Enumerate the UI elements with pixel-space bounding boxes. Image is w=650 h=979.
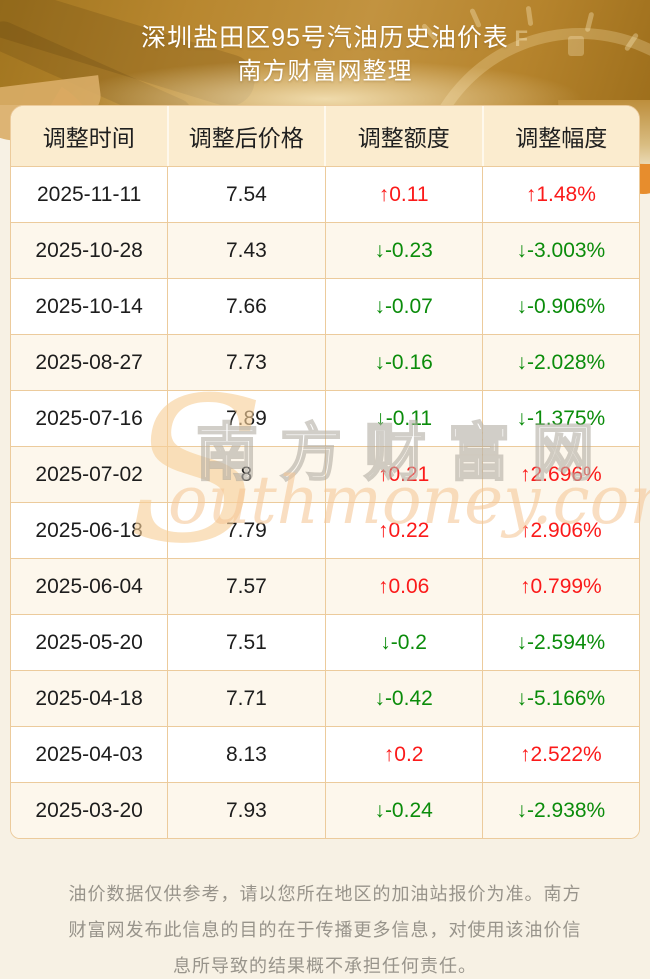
table-row: 2025-10-28 7.43 ↓-0.23 ↓-3.003% <box>11 222 639 278</box>
cell-date: 2025-08-27 <box>35 350 143 374</box>
cell-pct: ↑0.799% <box>481 559 639 614</box>
cell-change: ↓-0.16 <box>324 335 482 390</box>
column-header-change: 调整额度 <box>324 106 482 166</box>
cell-date: 2025-03-20 <box>35 798 143 822</box>
disclaimer-text: 油价数据仅供参考，请以您所在地区的加油站报价为准。南方财富网发布此信息的目的在于… <box>68 884 582 976</box>
cell-pct: ↑1.48% <box>481 167 639 222</box>
banner-glow-decoration <box>65 59 585 105</box>
cell-change: ↑0.22 <box>324 503 482 558</box>
price-table: 调整时间 调整后价格 调整额度 调整幅度 2025-11-11 7.54 ↑0.11… <box>10 105 640 839</box>
cell-change: ↓-0.42 <box>324 671 482 726</box>
cell-date: 2025-06-04 <box>35 574 143 598</box>
cell-price: 7.89 <box>167 391 324 446</box>
cell-date: 2025-10-28 <box>35 238 143 262</box>
cell-pct: ↓-5.166% <box>481 671 639 726</box>
cell-price: 7.71 <box>167 671 324 726</box>
gauge-full-label: F <box>514 26 528 51</box>
table-row: 2025-06-04 7.57 ↑0.06 ↑0.799% <box>11 558 639 614</box>
cell-pct: ↓-2.938% <box>481 783 639 838</box>
cell-price: 7.51 <box>167 615 324 670</box>
table-row: 2025-10-14 7.66 ↓-0.07 ↓-0.906% <box>11 278 639 334</box>
cell-date: 2025-10-14 <box>35 294 143 318</box>
cell-change: ↑0.11 <box>324 167 482 222</box>
cell-change: ↓-0.24 <box>324 783 482 838</box>
cell-price: 7.57 <box>167 559 324 614</box>
cell-change: ↓-0.11 <box>324 391 482 446</box>
table-row: 2025-04-18 7.71 ↓-0.42 ↓-5.166% <box>11 670 639 726</box>
cell-pct: ↓-0.906% <box>481 279 639 334</box>
page-subtitle: 南方财富网整理 <box>237 58 413 85</box>
cell-price: 7.73 <box>167 335 324 390</box>
cell-change: ↑0.21 <box>324 447 482 502</box>
cell-price: 7.93 <box>167 783 324 838</box>
table-row: 2025-05-20 7.51 ↓-0.2 ↓-2.594% <box>11 614 639 670</box>
table-row: 2025-07-16 7.89 ↓-0.11 ↓-1.375% <box>11 390 639 446</box>
cell-pct: ↑2.906% <box>481 503 639 558</box>
cell-price: 7.43 <box>167 223 324 278</box>
table-row: 2025-07-02 8 ↑0.21 ↑2.696% <box>11 446 639 502</box>
cell-change: ↑0.2 <box>324 727 482 782</box>
cell-change: ↑0.06 <box>324 559 482 614</box>
cell-pct: ↑2.696% <box>481 447 639 502</box>
cell-pct: ↓-2.594% <box>481 615 639 670</box>
column-header-pct: 调整幅度 <box>481 106 640 166</box>
cell-date: 2025-07-16 <box>35 406 143 430</box>
cell-date: 2025-05-20 <box>35 630 143 654</box>
cell-date: 2025-11-11 <box>36 182 142 206</box>
cell-date: 2025-04-03 <box>35 742 143 766</box>
table-header-row: 调整时间 调整后价格 调整额度 调整幅度 <box>11 106 639 166</box>
cell-change: ↓-0.2 <box>324 615 482 670</box>
fuel-pump-icon <box>568 36 584 56</box>
cell-change: ↓-0.07 <box>324 279 482 334</box>
cell-price: 7.79 <box>167 503 324 558</box>
cell-pct: ↓-2.028% <box>481 335 639 390</box>
column-header-price: 调整后价格 <box>166 106 325 166</box>
cell-change: ↓-0.23 <box>324 223 482 278</box>
cell-date: 2025-07-02 <box>35 462 143 486</box>
cell-pct: ↑2.522% <box>481 727 639 782</box>
table-body: 2025-11-11 7.54 ↑0.11 ↑1.48% 2025-10-28 7.43 ↓… <box>11 166 639 838</box>
table-row: 2025-03-20 7.93 ↓-0.24 ↓-2.938% <box>11 782 639 838</box>
page-title: 深圳盐田区95号汽油历史油价表 <box>141 24 509 52</box>
cell-price: 8.13 <box>167 727 324 782</box>
cell-price: 7.66 <box>167 279 324 334</box>
cell-date: 2025-04-18 <box>35 686 143 710</box>
table-row: 2025-08-27 7.73 ↓-0.16 ↓-2.028% <box>11 334 639 390</box>
cell-price: 8 <box>167 447 324 502</box>
header-banner: F 深圳盐田区95号汽油历史油价表 南方财富网整理 <box>0 0 650 105</box>
column-header-date: 调整时间 <box>42 125 135 151</box>
cell-pct: ↓-1.375% <box>481 391 639 446</box>
table-row: 2025-11-11 7.54 ↑0.11 ↑1.48% <box>11 166 639 222</box>
cell-price: 7.54 <box>167 167 324 222</box>
cell-pct: ↓-3.003% <box>481 223 639 278</box>
cell-date: 2025-06-18 <box>35 518 143 542</box>
table-row: 2025-06-18 7.79 ↑0.22 ↑2.906% <box>11 502 639 558</box>
table-row: 2025-04-03 8.13 ↑0.2 ↑2.522% <box>11 726 639 782</box>
